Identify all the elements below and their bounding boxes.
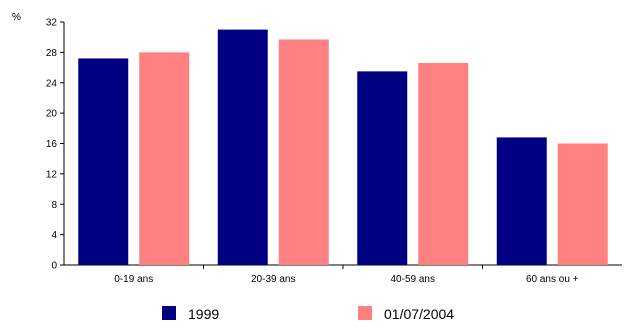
bar bbox=[78, 58, 129, 266]
bar bbox=[139, 52, 190, 265]
y-axis-unit-label: % bbox=[12, 12, 21, 23]
y-tick-label: 12 bbox=[46, 169, 58, 180]
bar bbox=[557, 143, 608, 265]
x-category-label: 60 ans ou + bbox=[526, 274, 579, 285]
bar bbox=[496, 137, 547, 265]
y-tick-label: 16 bbox=[46, 139, 58, 150]
legend-label: 1999 bbox=[188, 306, 219, 322]
x-category-label: 20-39 ans bbox=[251, 274, 295, 285]
y-tick-label: 24 bbox=[46, 78, 58, 89]
y-tick-label: 4 bbox=[51, 230, 57, 241]
bar bbox=[217, 29, 268, 265]
bar bbox=[357, 71, 408, 265]
y-tick-label: 8 bbox=[51, 200, 57, 211]
bar bbox=[278, 39, 329, 266]
y-tick-label: 20 bbox=[46, 109, 58, 120]
x-category-label: 0-19 ans bbox=[114, 274, 153, 285]
legend-swatch bbox=[358, 306, 372, 320]
legend-label: 01/07/2004 bbox=[384, 306, 454, 322]
y-tick-label: 28 bbox=[46, 48, 58, 59]
y-tick-label: 32 bbox=[46, 18, 58, 29]
legend-swatch bbox=[162, 306, 176, 320]
x-category-label: 40-59 ans bbox=[391, 274, 435, 285]
bar bbox=[418, 63, 469, 265]
y-tick-label: 0 bbox=[51, 261, 57, 272]
